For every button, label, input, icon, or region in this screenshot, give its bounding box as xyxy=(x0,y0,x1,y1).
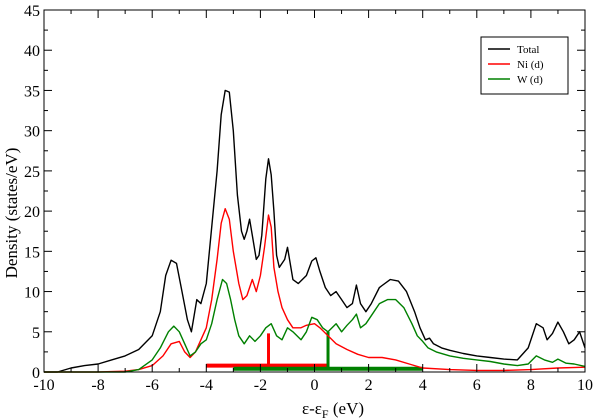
series-line-0 xyxy=(44,89,586,373)
x-tick-label: 8 xyxy=(527,377,535,394)
x-tick-label: -4 xyxy=(200,377,213,394)
legend-box xyxy=(480,36,569,95)
x-tick-label: -6 xyxy=(146,377,159,394)
y-tick-label: 5 xyxy=(32,325,40,342)
y-axis-title: Density (states/eV) xyxy=(2,148,21,279)
x-tick-label: -10 xyxy=(33,377,54,394)
legend-label-w: W (d) xyxy=(517,74,543,86)
y-tick-label: 0 xyxy=(32,365,40,382)
series-line-1 xyxy=(44,208,586,373)
y-tick-label: 40 xyxy=(24,43,40,60)
y-tick-label: 30 xyxy=(24,124,40,141)
y-tick-label: 25 xyxy=(24,164,40,181)
x-tick-label: -8 xyxy=(91,377,104,394)
fermi-markers xyxy=(206,331,423,371)
x-tick-label: 0 xyxy=(311,377,319,394)
x-axis-title: ε-εF (eV) xyxy=(302,399,364,419)
x-tick-label: 2 xyxy=(365,377,373,394)
x-axis-title-sub: F xyxy=(322,407,329,419)
x-axis-title-unit: (eV) xyxy=(329,399,364,418)
y-tick-label: 10 xyxy=(24,285,40,302)
x-tick-label: 6 xyxy=(473,377,481,394)
y-tick-label: 35 xyxy=(24,83,40,100)
x-axis-title-main: ε-ε xyxy=(302,399,322,418)
x-tick-label: -2 xyxy=(254,377,267,394)
x-tick-label: 10 xyxy=(577,377,593,394)
y-tick-label: 20 xyxy=(24,204,40,221)
legend-label-ni: Ni (d) xyxy=(517,59,544,71)
legend: Total Ni (d) W (d) xyxy=(480,36,569,95)
series-line-2 xyxy=(44,278,586,373)
y-tick-label: 15 xyxy=(24,244,40,261)
y-tick-label: 45 xyxy=(24,3,40,20)
x-tick-label: 4 xyxy=(419,377,427,394)
series-lines xyxy=(44,89,586,373)
legend-label-total: Total xyxy=(517,44,539,56)
axes: -10 -8 -6 -4 -2 0 2 4 6 8 10 0 5 10 15 20 25 30 35 40 45 xyxy=(24,3,593,394)
